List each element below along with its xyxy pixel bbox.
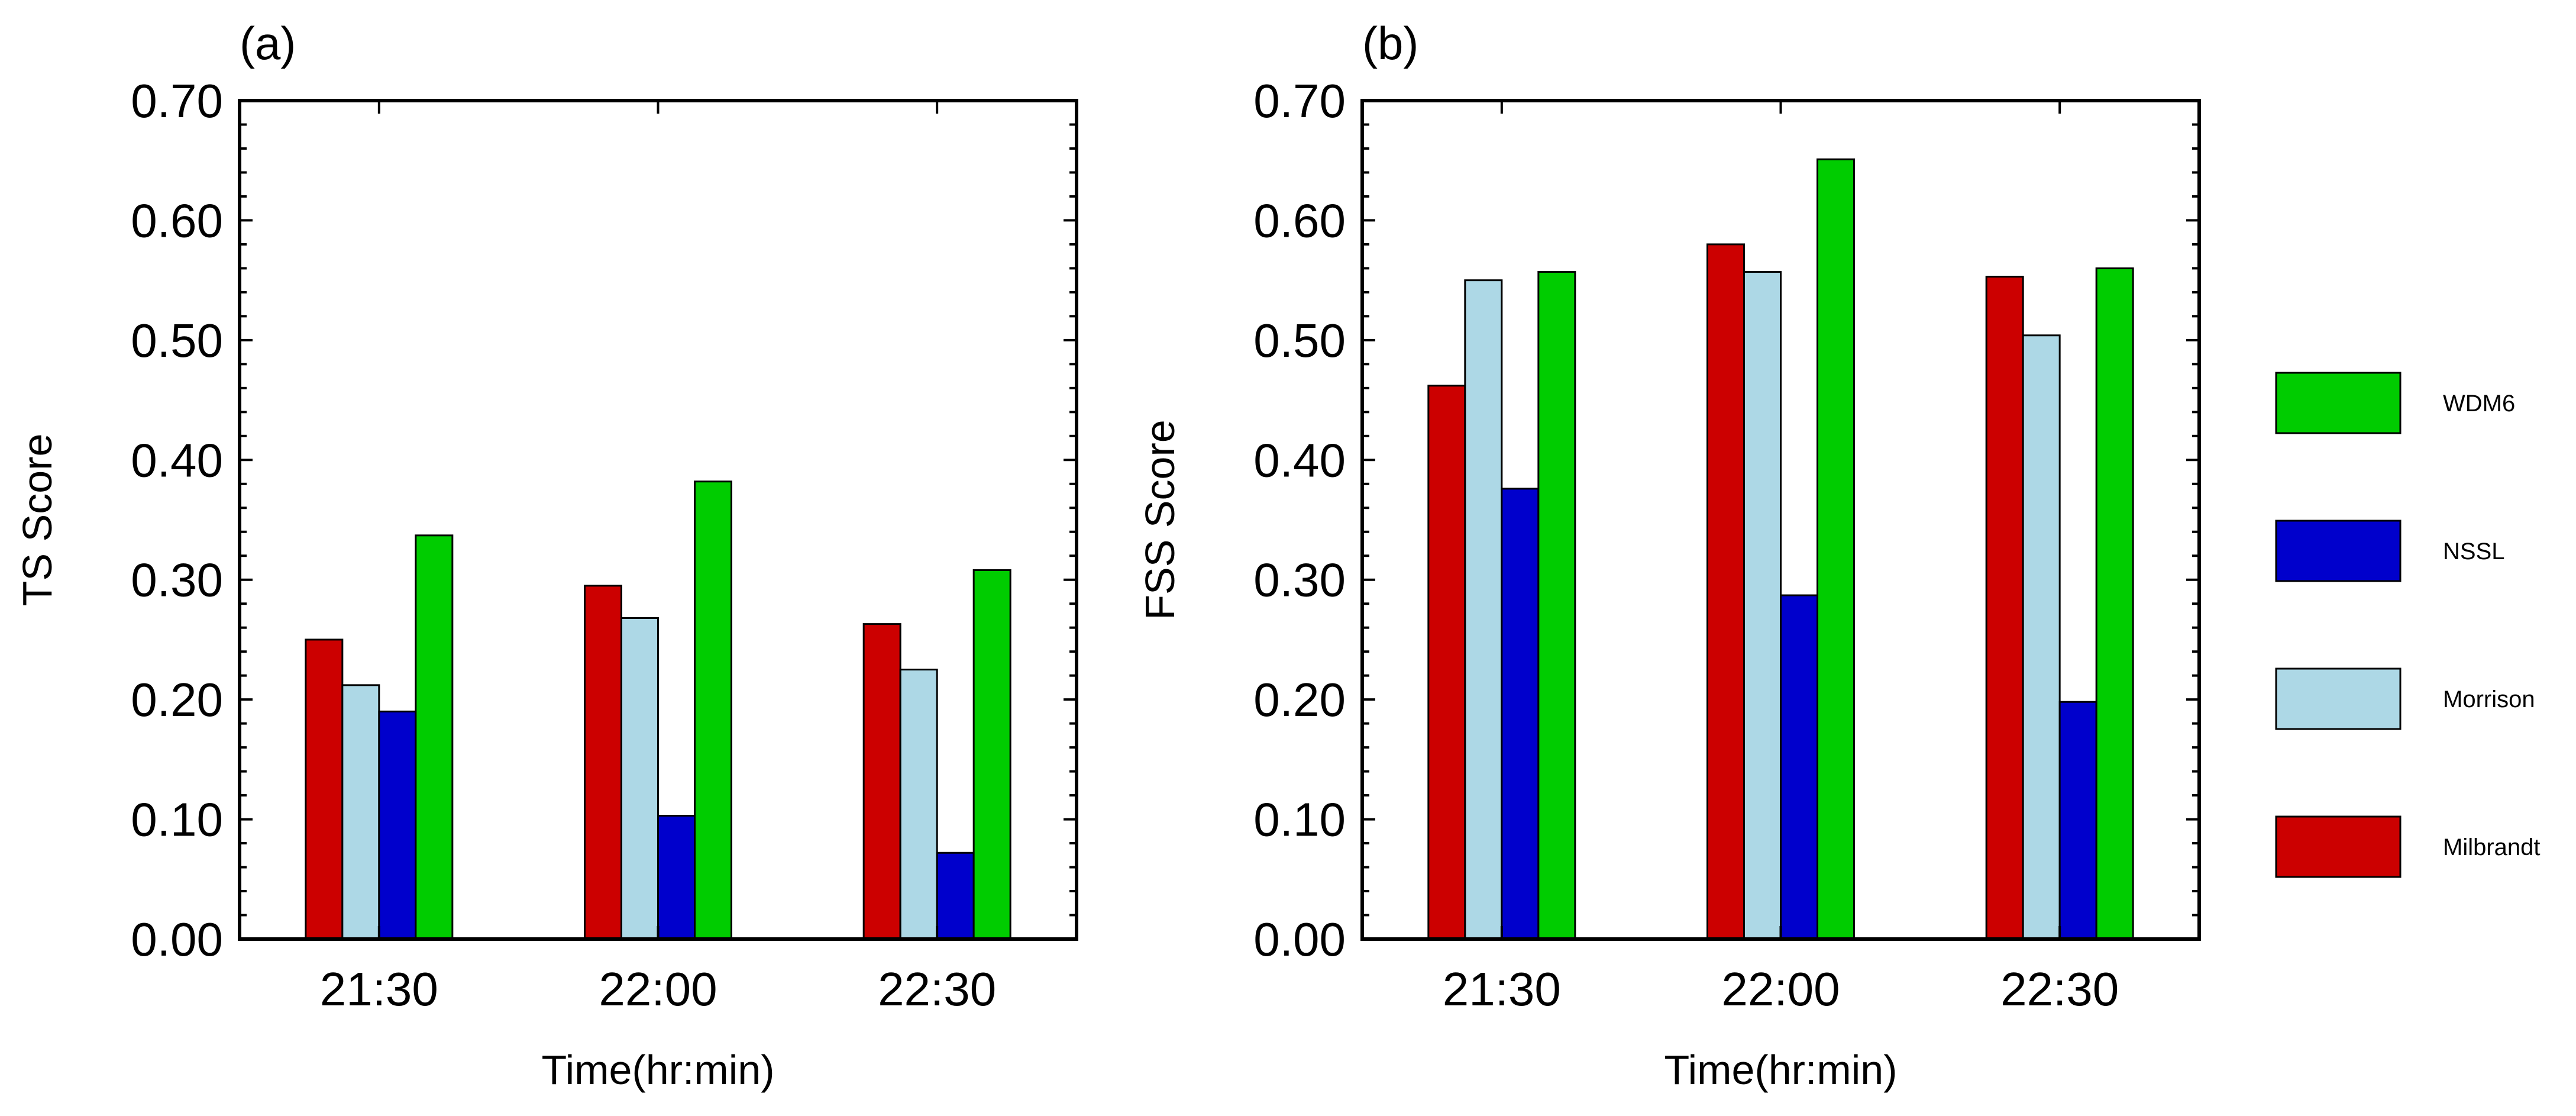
bar-b-milbrandt-1 [1706, 243, 1745, 940]
bar-a-wdm6-0 [415, 534, 454, 940]
ytick-label-a: 0.40 [131, 434, 223, 486]
y-axis-title-b: FSS Score [1137, 420, 1183, 620]
bar-b-nssl-0 [1501, 488, 1540, 940]
bar-b-morrison-2 [2022, 334, 2061, 940]
xtick-label-a: 22:30 [878, 963, 996, 1015]
legend: WDM6 NSSL Morrison Milbrandt [2275, 372, 2541, 878]
ytick-label-a: 0.50 [131, 314, 223, 367]
ytick-label-b: 0.50 [1253, 314, 1346, 367]
x-axis-title-b: Time(hr:min) [1664, 1047, 1897, 1093]
y-axis-title-a: TS Score [14, 434, 60, 607]
bar-b-milbrandt-2 [1985, 276, 2024, 940]
ytick-label-a: 0.10 [131, 794, 223, 846]
legend-swatch-nssl [2275, 520, 2402, 582]
bar-a-nssl-2 [936, 851, 975, 940]
xtick-label-b: 21:30 [1443, 963, 1561, 1015]
ytick-label-b: 0.60 [1253, 194, 1346, 247]
bar-b-wdm6-1 [1817, 158, 1855, 940]
panel-a: 0.00 0.10 0.20 0.30 0.40 0.50 0.60 0.70 21:30 22:… [14, 17, 1078, 1093]
ytick-label-b: 0.10 [1253, 794, 1346, 846]
legend-label-nssl: NSSL [2443, 538, 2505, 565]
panel-label-b: (b) [1362, 17, 1418, 69]
xtick-label-a: 21:30 [320, 963, 438, 1015]
ytick-label-b: 0.00 [1253, 913, 1346, 966]
legend-label-milbrandt: Milbrandt [2443, 834, 2541, 860]
ytick-label-b: 0.40 [1253, 434, 1346, 486]
bar-b-wdm6-0 [1537, 270, 1576, 940]
legend-label-morrison: Morrison [2443, 686, 2535, 712]
ytick-label-b: 0.30 [1253, 554, 1346, 607]
panel-b: 0.00 0.10 0.20 0.30 0.40 0.50 0.60 0.70 21:30 22:… [1137, 17, 2201, 1093]
bar-b-nssl-2 [2058, 701, 2097, 940]
ytick-label-a: 0.60 [131, 194, 223, 247]
ytick-label-a: 0.70 [131, 75, 223, 127]
bar-a-nssl-1 [657, 814, 696, 940]
bar-a-milbrandt-1 [584, 585, 622, 940]
bar-a-wdm6-1 [694, 480, 732, 940]
legend-swatch-morrison [2275, 667, 2402, 730]
bar-a-milbrandt-0 [305, 638, 344, 940]
bar-a-morrison-0 [341, 684, 380, 940]
bar-b-nssl-1 [1780, 594, 1818, 940]
bar-b-morrison-1 [1743, 270, 1782, 940]
bar-b-morrison-0 [1464, 279, 1503, 940]
bar-a-morrison-1 [620, 617, 659, 940]
panel-label-a: (a) [240, 17, 296, 69]
bar-a-morrison-2 [899, 669, 938, 940]
xtick-label-b: 22:30 [2000, 963, 2119, 1015]
legend-label-wdm6: WDM6 [2443, 391, 2515, 417]
ytick-label-a: 0.20 [131, 673, 223, 726]
legend-swatch-wdm6 [2275, 372, 2402, 434]
x-axis-title-a: Time(hr:min) [541, 1047, 774, 1093]
bar-b-milbrandt-0 [1427, 385, 1466, 940]
xtick-label-b: 22:00 [1721, 963, 1840, 1015]
bar-a-wdm6-2 [972, 569, 1011, 940]
ytick-label-a: 0.30 [131, 554, 223, 607]
bar-a-milbrandt-2 [862, 623, 901, 940]
ytick-label-b: 0.20 [1253, 673, 1346, 726]
legend-swatch-milbrandt [2275, 815, 2402, 878]
xtick-label-a: 22:00 [599, 963, 717, 1015]
ytick-label-a: 0.00 [131, 913, 223, 966]
bar-b-wdm6-2 [2095, 267, 2134, 940]
bar-a-nssl-0 [378, 710, 417, 940]
ytick-label-b: 0.70 [1253, 75, 1346, 127]
